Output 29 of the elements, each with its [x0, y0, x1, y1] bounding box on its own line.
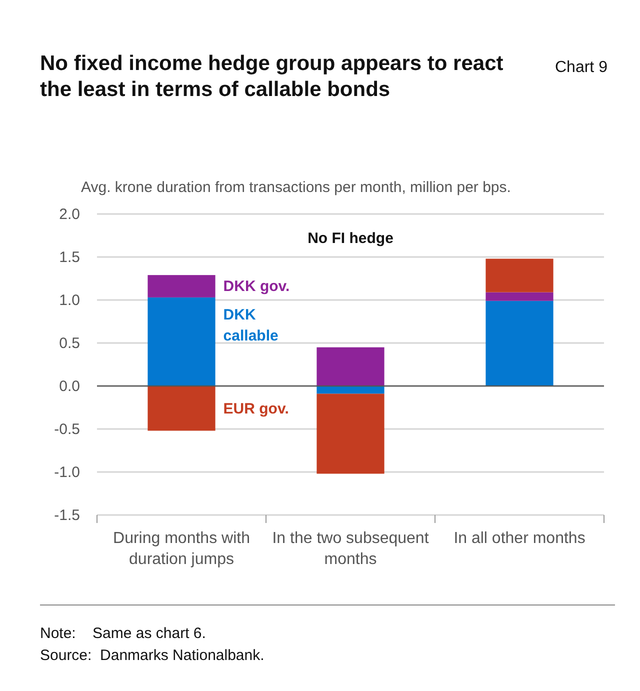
- y-tick-label: 0.5: [59, 335, 80, 352]
- x-tick-label: In the two subsequent months: [272, 530, 430, 568]
- text: Note: Same as chart 6.: [40, 625, 206, 642]
- bar: [316, 347, 384, 386]
- bar: [148, 386, 216, 431]
- annotation: No FI hedge: [308, 230, 394, 247]
- y-tick-label: 1.5: [59, 249, 80, 266]
- bar: [486, 292, 554, 301]
- series-label: DKK gov.: [223, 278, 290, 296]
- y-tick-label: 0.0: [59, 378, 80, 395]
- series-label: DKK callable: [223, 306, 278, 344]
- x-tick-label: In all other months: [454, 530, 586, 547]
- series-label: EUR gov.: [223, 400, 289, 418]
- bar: [486, 258, 554, 292]
- bar: [316, 386, 384, 394]
- source-note: Source: Danmarks Nationalbank.: [40, 647, 264, 664]
- caption: Chart 9: [555, 59, 608, 76]
- bar: [486, 300, 554, 386]
- y-tick-label: 2.0: [59, 206, 80, 223]
- chart-title: No fixed income hedge group appears to react the least in terms of callable bonds: [40, 52, 504, 101]
- y-tick-label: 1.0: [59, 292, 80, 309]
- y-tick-label: -1.0: [54, 464, 80, 481]
- x-tick-label: During months with duration jumps: [113, 530, 250, 568]
- bar: [148, 275, 216, 298]
- y-axis-title: Avg. krone duration from transactions per month, million per bps.: [81, 179, 511, 196]
- y-tick-label: -0.5: [54, 421, 80, 438]
- y-tick-label: -1.5: [54, 507, 80, 524]
- bar: [316, 394, 384, 474]
- bar: [148, 297, 216, 386]
